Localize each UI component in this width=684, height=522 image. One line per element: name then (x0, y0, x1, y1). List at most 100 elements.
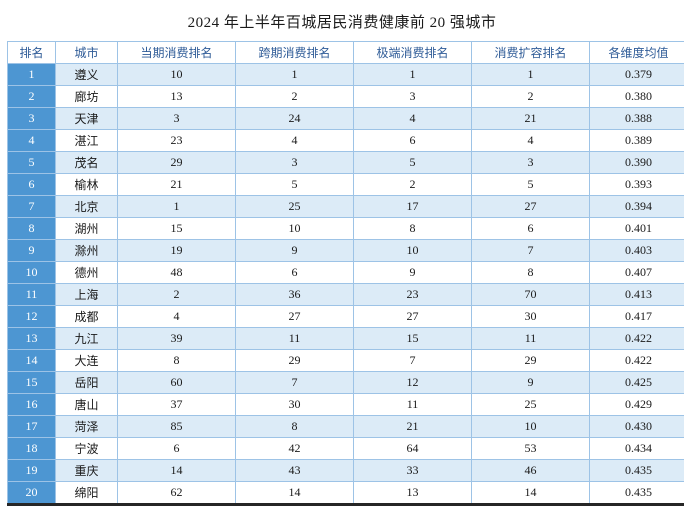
value-cell: 11 (471, 327, 590, 350)
rank-cell: 8 (7, 217, 56, 240)
rank-cell: 5 (7, 151, 56, 174)
value-cell: 13 (117, 85, 236, 108)
value-cell: 0.422 (589, 349, 684, 372)
table-row: 9 滁州 19 9 10 7 0.403 (7, 239, 684, 262)
value-cell: 10 (471, 415, 590, 438)
rank-cell: 19 (7, 459, 56, 482)
rank-cell: 6 (7, 173, 56, 196)
value-cell: 48 (117, 261, 236, 284)
rank-cell: 15 (7, 371, 56, 394)
value-cell: 21 (117, 173, 236, 196)
column-header-dimension-mean: 各维度均值 (589, 41, 684, 64)
table-row: 14 大连 8 29 7 29 0.422 (7, 349, 684, 372)
value-cell: 29 (235, 349, 354, 372)
table-header: 排名 城市 当期消费排名 跨期消费排名 极端消费排名 消费扩容排名 各维度均值 (7, 41, 684, 64)
table-row: 13 九江 39 11 15 11 0.422 (7, 327, 684, 350)
value-cell: 0.380 (589, 85, 684, 108)
value-cell: 14 (471, 481, 590, 505)
rank-cell: 1 (7, 63, 56, 86)
rank-cell: 12 (7, 305, 56, 328)
table-row: 4 湛江 23 4 6 4 0.389 (7, 129, 684, 152)
value-cell: 37 (117, 393, 236, 416)
value-cell: 0.407 (589, 261, 684, 284)
table-row: 2 廊坊 13 2 3 2 0.380 (7, 85, 684, 108)
table-row: 19 重庆 14 43 33 46 0.435 (7, 459, 684, 482)
value-cell: 4 (353, 107, 472, 130)
value-cell: 0.393 (589, 173, 684, 196)
table-row: 18 宁波 6 42 64 53 0.434 (7, 437, 684, 460)
value-cell: 0.403 (589, 239, 684, 262)
value-cell: 15 (353, 327, 472, 350)
value-cell: 0.434 (589, 437, 684, 460)
table-row: 17 菏泽 85 8 21 10 0.430 (7, 415, 684, 438)
city-cell: 榆林 (55, 173, 118, 196)
value-cell: 0.430 (589, 415, 684, 438)
rank-cell: 20 (7, 481, 56, 505)
value-cell: 11 (353, 393, 472, 416)
value-cell: 1 (471, 63, 590, 86)
value-cell: 0.413 (589, 283, 684, 306)
table-row: 8 湖州 15 10 8 6 0.401 (7, 217, 684, 240)
value-cell: 15 (117, 217, 236, 240)
column-header-extreme-consumption: 极端消费排名 (353, 41, 472, 64)
rank-cell: 9 (7, 239, 56, 262)
value-cell: 14 (235, 481, 354, 505)
city-cell: 九江 (55, 327, 118, 350)
value-cell: 0.425 (589, 371, 684, 394)
value-cell: 24 (235, 107, 354, 130)
table-body: 1 遵义 10 1 1 1 0.379 2 廊坊 13 2 3 2 0.380 3 天津 3 24 4 21 0.388… (7, 63, 684, 505)
value-cell: 1 (117, 195, 236, 218)
value-cell: 13 (353, 481, 472, 505)
city-cell: 岳阳 (55, 371, 118, 394)
value-cell: 3 (353, 85, 472, 108)
value-cell: 6 (117, 437, 236, 460)
value-cell: 70 (471, 283, 590, 306)
column-header-current-consumption: 当期消费排名 (117, 41, 236, 64)
value-cell: 0.390 (589, 151, 684, 174)
city-cell: 滁州 (55, 239, 118, 262)
city-cell: 宁波 (55, 437, 118, 460)
table-row: 6 榆林 21 5 2 5 0.393 (7, 173, 684, 196)
value-cell: 0.379 (589, 63, 684, 86)
rank-cell: 7 (7, 195, 56, 218)
value-cell: 1 (353, 63, 472, 86)
value-cell: 3 (235, 151, 354, 174)
value-cell: 4 (235, 129, 354, 152)
value-cell: 0.429 (589, 393, 684, 416)
city-cell: 湛江 (55, 129, 118, 152)
value-cell: 0.435 (589, 481, 684, 505)
value-cell: 6 (235, 261, 354, 284)
value-cell: 21 (471, 107, 590, 130)
value-cell: 29 (117, 151, 236, 174)
value-cell: 4 (117, 305, 236, 328)
rank-cell: 3 (7, 107, 56, 130)
value-cell: 3 (117, 107, 236, 130)
value-cell: 0.394 (589, 195, 684, 218)
rank-cell: 18 (7, 437, 56, 460)
value-cell: 17 (353, 195, 472, 218)
value-cell: 0.401 (589, 217, 684, 240)
value-cell: 21 (353, 415, 472, 438)
column-header-rank: 排名 (7, 41, 56, 64)
city-cell: 绵阳 (55, 481, 118, 505)
rank-cell: 11 (7, 283, 56, 306)
table-row: 12 成都 4 27 27 30 0.417 (7, 305, 684, 328)
value-cell: 2 (235, 85, 354, 108)
city-cell: 茂名 (55, 151, 118, 174)
value-cell: 10 (117, 63, 236, 86)
value-cell: 8 (353, 217, 472, 240)
value-cell: 2 (471, 85, 590, 108)
value-cell: 64 (353, 437, 472, 460)
table-row: 7 北京 1 25 17 27 0.394 (7, 195, 684, 218)
city-cell: 上海 (55, 283, 118, 306)
value-cell: 12 (353, 371, 472, 394)
column-header-consumption-expansion: 消费扩容排名 (471, 41, 590, 64)
value-cell: 25 (471, 393, 590, 416)
value-cell: 0.435 (589, 459, 684, 482)
value-cell: 19 (117, 239, 236, 262)
value-cell: 46 (471, 459, 590, 482)
value-cell: 11 (235, 327, 354, 350)
rank-cell: 13 (7, 327, 56, 350)
table-row: 10 德州 48 6 9 8 0.407 (7, 261, 684, 284)
